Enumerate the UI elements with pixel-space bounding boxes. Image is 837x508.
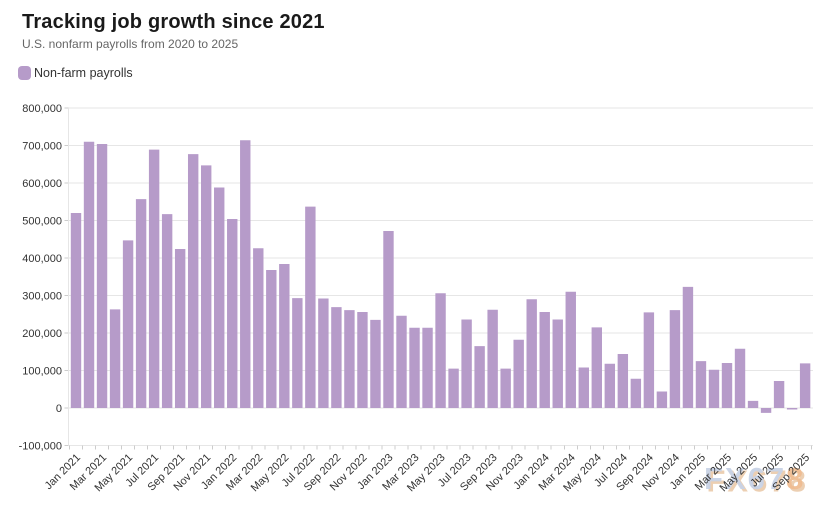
bar-apr-2023[interactable] <box>422 327 433 408</box>
y-axis-label: 500,000 <box>22 216 62 228</box>
bar-dec-2021[interactable] <box>214 187 225 409</box>
bar-jul-2023[interactable] <box>461 319 472 409</box>
bar-jan-2023[interactable] <box>383 231 394 408</box>
bar-apr-2025[interactable] <box>734 348 746 408</box>
bar-feb-2024[interactable] <box>552 319 563 409</box>
bar-sep-2022[interactable] <box>331 307 342 408</box>
bar-apr-2021[interactable] <box>109 309 121 408</box>
bar-jun-2024[interactable] <box>604 363 616 408</box>
bar-jan-2022[interactable] <box>227 219 238 408</box>
bar-aug-2023[interactable] <box>474 346 485 408</box>
bar-jul-2024[interactable] <box>617 354 629 408</box>
bar-feb-2021[interactable] <box>83 141 95 408</box>
y-axis-label: 400,000 <box>22 253 62 265</box>
legend-label: Non-farm payrolls <box>34 66 133 80</box>
bar-feb-2025[interactable] <box>708 369 720 408</box>
bar-jun-2023[interactable] <box>448 368 459 408</box>
bar-feb-2023[interactable] <box>396 315 407 408</box>
bar-oct-2024[interactable] <box>656 391 668 409</box>
bar-nov-2023[interactable] <box>513 339 524 408</box>
bar-aug-2022[interactable] <box>318 298 329 409</box>
bar-nov-2021[interactable] <box>201 165 212 408</box>
bar-apr-2022[interactable] <box>266 270 277 408</box>
y-axis-label: 0 <box>56 403 62 415</box>
bar-jul-2021[interactable] <box>148 149 160 408</box>
y-axis-label: -100,000 <box>19 441 62 453</box>
bar-sep-2025[interactable] <box>799 363 811 408</box>
bar-oct-2023[interactable] <box>500 368 511 408</box>
bar-oct-2021[interactable] <box>187 154 199 408</box>
legend-item-nonfarm-payrolls[interactable]: Non-farm payrolls <box>18 66 133 80</box>
legend-swatch-icon <box>18 66 31 80</box>
bar-aug-2024[interactable] <box>630 378 642 408</box>
bar-sep-2023[interactable] <box>487 309 498 408</box>
bar-mar-2023[interactable] <box>409 327 420 408</box>
bar-jul-2025[interactable] <box>773 381 785 408</box>
bar-mar-2025[interactable] <box>721 363 733 408</box>
chart-title: Tracking job growth since 2021 <box>22 11 325 33</box>
bar-jun-2025[interactable] <box>760 408 772 413</box>
bar-jun-2021[interactable] <box>135 199 147 408</box>
y-axis-label: 700,000 <box>22 141 62 153</box>
bar-mar-2021[interactable] <box>96 144 108 408</box>
y-axis-label: 200,000 <box>22 328 62 340</box>
bar-dec-2024[interactable] <box>682 286 694 408</box>
y-axis-label: 300,000 <box>22 291 62 303</box>
bar-sep-2021[interactable] <box>174 249 186 408</box>
bar-may-2022[interactable] <box>279 264 290 408</box>
bar-aug-2021[interactable] <box>161 214 173 408</box>
bar-dec-2023[interactable] <box>526 299 537 408</box>
bar-jun-2022[interactable] <box>292 298 303 408</box>
bar-nov-2024[interactable] <box>669 310 681 408</box>
bar-jul-2022[interactable] <box>305 206 316 408</box>
bar-feb-2022[interactable] <box>240 140 251 408</box>
y-axis-label: 600,000 <box>22 178 62 190</box>
bar-jan-2021[interactable] <box>70 213 82 408</box>
bar-nov-2022[interactable] <box>357 312 368 408</box>
watermark-shadow: FX678 <box>707 464 808 499</box>
bar-apr-2024[interactable] <box>578 367 589 409</box>
bar-may-2023[interactable] <box>435 293 446 408</box>
y-axis-label: 100,000 <box>22 366 62 378</box>
bar-mar-2024[interactable] <box>565 291 576 408</box>
bar-mar-2022[interactable] <box>253 248 264 408</box>
bar-dec-2022[interactable] <box>370 319 381 408</box>
bar-sep-2024[interactable] <box>643 312 655 408</box>
bar-jan-2025[interactable] <box>695 361 707 408</box>
bar-may-2025[interactable] <box>747 400 759 408</box>
bar-aug-2025[interactable] <box>786 408 798 410</box>
bar-may-2021[interactable] <box>122 240 134 408</box>
chart-subtitle: U.S. nonfarm payrolls from 2020 to 2025 <box>22 37 239 51</box>
y-axis-label: 800,000 <box>22 103 62 115</box>
bar-oct-2022[interactable] <box>344 310 355 408</box>
bar-may-2024[interactable] <box>591 327 602 408</box>
bar-jan-2024[interactable] <box>539 312 550 408</box>
watermark-fx678: FX678 <box>704 461 805 496</box>
